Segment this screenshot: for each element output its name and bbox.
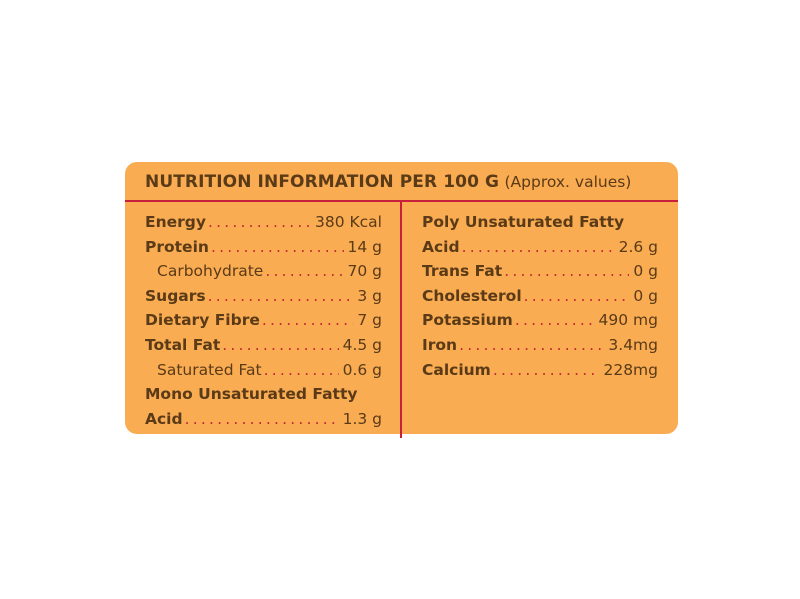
dot-leader <box>265 259 343 284</box>
nutrient-label: Cholesterol <box>422 286 522 305</box>
panel-subtitle: (Approx. values) <box>504 173 632 191</box>
nutrient-row: Acid 1.3 g <box>145 407 382 432</box>
nutrient-value: 0 g <box>633 262 658 281</box>
dot-leader <box>262 308 354 333</box>
dot-leader <box>493 358 600 383</box>
nutrient-value: 0 g <box>633 286 658 305</box>
nutrient-value: 228mg <box>603 360 658 379</box>
dot-leader <box>208 210 311 235</box>
dot-leader <box>524 284 630 309</box>
nutrient-value: 0.6 g <box>342 360 382 379</box>
nutrient-row: Cholesterol 0 g <box>422 284 658 309</box>
dot-leader <box>462 235 615 260</box>
nutrient-row: Poly Unsaturated Fatty <box>422 210 658 235</box>
nutrient-value: 3.4mg <box>608 335 658 354</box>
nutrient-value: 490 mg <box>598 311 658 330</box>
nutrient-value: 4.5 g <box>342 335 382 354</box>
nutrient-label: Trans Fat <box>422 262 503 281</box>
nutrient-label: Dietary Fibre <box>145 311 260 330</box>
nutrient-row: Saturated Fat 0.6 g <box>145 358 382 383</box>
nutrient-value: 380 Kcal <box>314 213 382 231</box>
nutrient-row: Protein 14 g <box>145 235 382 260</box>
dot-leader <box>222 333 338 358</box>
nutrient-value: 70 g <box>347 262 383 281</box>
nutrient-label: Calcium <box>422 360 491 379</box>
nutrient-label: Carbohydrate <box>157 262 264 281</box>
dot-leader <box>208 284 354 309</box>
nutrient-value: 7 g <box>357 311 382 330</box>
dot-leader <box>459 333 604 358</box>
nutrient-label: Iron <box>422 335 458 354</box>
nutrient-value: 14 g <box>347 237 383 256</box>
nutrient-label: Poly Unsaturated Fatty <box>422 213 625 231</box>
nutrient-row: Calcium 228mg <box>422 358 658 383</box>
nutrient-value: 2.6 g <box>618 237 658 256</box>
nutrient-label: Sugars <box>145 286 206 305</box>
nutrient-label: Protein <box>145 237 209 256</box>
dot-leader <box>211 235 344 260</box>
nutrient-row: Total Fat 4.5 g <box>145 333 382 358</box>
nutrient-row: Dietary Fibre 7 g <box>145 308 382 333</box>
nutrient-label: Energy <box>145 213 206 231</box>
dot-leader <box>185 407 339 432</box>
right-column: Poly Unsaturated Fatty Acid 2.6 g Trans Fat… <box>422 210 658 382</box>
nutrient-label: Mono Unsaturated Fatty <box>145 385 358 404</box>
nutrient-label: Acid <box>145 409 183 428</box>
nutrient-label: Potassium <box>422 311 513 330</box>
nutrient-row: Carbohydrate 70 g <box>145 259 382 284</box>
left-column: Energy 380 Kcal Protein 14 g Carbohydrate 70 … <box>145 210 382 431</box>
nutrient-row: Mono Unsaturated Fatty <box>145 382 382 407</box>
nutrient-label: Saturated Fat <box>157 360 262 379</box>
nutrient-row: Sugars 3 g <box>145 284 382 309</box>
panel-header: NUTRITION INFORMATION PER 100 G (Approx.… <box>145 172 631 192</box>
column-divider <box>400 200 402 438</box>
dot-leader <box>515 308 595 333</box>
nutrient-label: Total Fat <box>145 335 221 354</box>
nutrition-panel: NUTRITION INFORMATION PER 100 G (Approx.… <box>125 162 678 438</box>
nutrient-row: Trans Fat 0 g <box>422 259 658 284</box>
nutrient-row: Acid 2.6 g <box>422 235 658 260</box>
nutrient-label: Acid <box>422 237 460 256</box>
dot-leader <box>264 358 339 383</box>
nutrient-value: 1.3 g <box>342 409 382 428</box>
nutrient-row: Potassium 490 mg <box>422 308 658 333</box>
nutrient-value: 3 g <box>357 286 382 305</box>
panel-title: NUTRITION INFORMATION PER 100 G <box>145 172 500 192</box>
dot-leader <box>504 259 629 284</box>
nutrient-row: Energy 380 Kcal <box>145 210 382 235</box>
nutrient-row: Iron 3.4mg <box>422 333 658 358</box>
